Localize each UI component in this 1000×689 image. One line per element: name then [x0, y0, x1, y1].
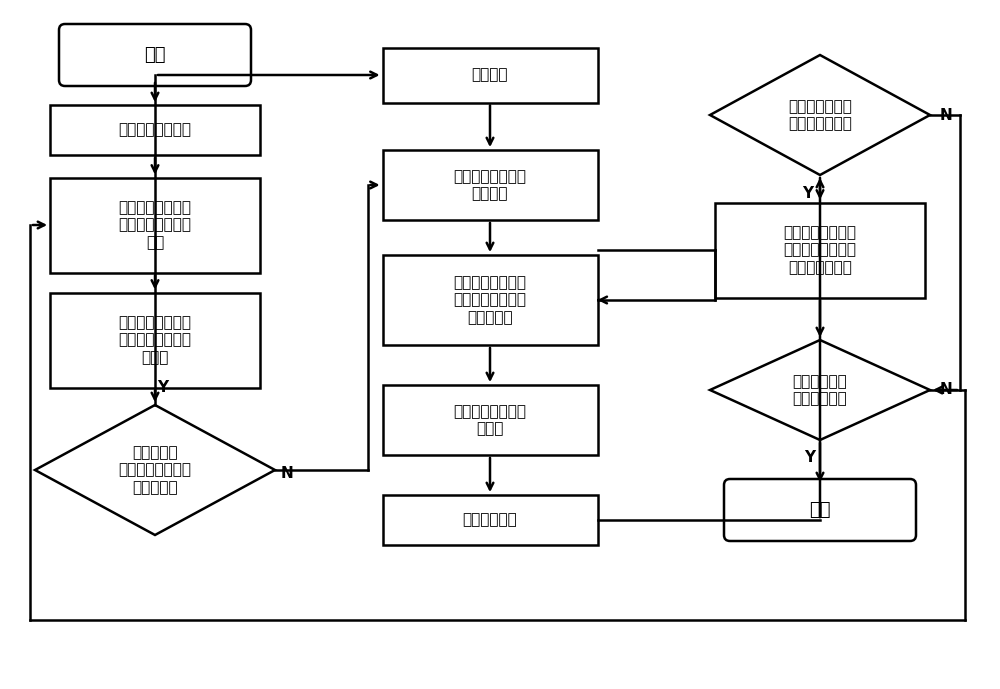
- Bar: [382, 150, 598, 220]
- Text: 结束: 结束: [809, 501, 831, 519]
- Text: 读取设计文件与测
试平台文件，存储
信息: 读取设计文件与测 试平台文件，存储 信息: [119, 200, 192, 250]
- Text: Y: Y: [804, 451, 816, 466]
- Text: N: N: [940, 382, 952, 398]
- Bar: [382, 385, 598, 455]
- Text: 在逻辑单元后添加
加密逻辑: 在逻辑单元后添加 加密逻辑: [454, 169, 526, 201]
- Text: 开始: 开始: [144, 46, 166, 64]
- Text: Y: Y: [802, 185, 814, 200]
- FancyBboxPatch shape: [59, 24, 251, 86]
- Bar: [50, 178, 260, 273]
- Text: N: N: [940, 107, 952, 123]
- Polygon shape: [710, 340, 930, 440]
- Text: 替换非门: 替换非门: [472, 68, 508, 83]
- Text: 功能仿真，提取波
形数据: 功能仿真，提取波 形数据: [454, 404, 526, 436]
- Bar: [50, 105, 260, 155]
- FancyBboxPatch shape: [724, 479, 916, 541]
- Text: N: N: [281, 466, 293, 480]
- Bar: [382, 495, 598, 545]
- Bar: [50, 293, 260, 387]
- Text: Y: Y: [157, 380, 169, 395]
- Text: 排序汉明距离的影
响程度，与节点对
应存储: 排序汉明距离的影 响程度，与节点对 应存储: [119, 315, 192, 365]
- Polygon shape: [35, 405, 275, 535]
- Text: 计算汉明距离: 计算汉明距离: [463, 513, 517, 528]
- Text: 判断汉明距离
是否达到要求: 判断汉明距离 是否达到要求: [793, 374, 847, 407]
- Text: 将临时测试平台文
件和临时设计文件
替换为永久文件: 将临时测试平台文 件和临时设计文件 替换为永久文件: [784, 225, 856, 275]
- Bar: [382, 255, 598, 345]
- Text: 计算初始汉明距离: 计算初始汉明距离: [119, 123, 192, 138]
- Text: 输出加密后的临时
测试平台文件和临
时设计文件: 输出加密后的临时 测试平台文件和临 时设计文件: [454, 275, 526, 325]
- Polygon shape: [710, 55, 930, 175]
- Text: 判断需要加
密的逻辑单元类型
是否为非门: 判断需要加 密的逻辑单元类型 是否为非门: [119, 445, 192, 495]
- Bar: [715, 203, 925, 298]
- Bar: [382, 48, 598, 103]
- Text: 判断汉明距离增
量是否超过阈值: 判断汉明距离增 量是否超过阈值: [788, 99, 852, 131]
